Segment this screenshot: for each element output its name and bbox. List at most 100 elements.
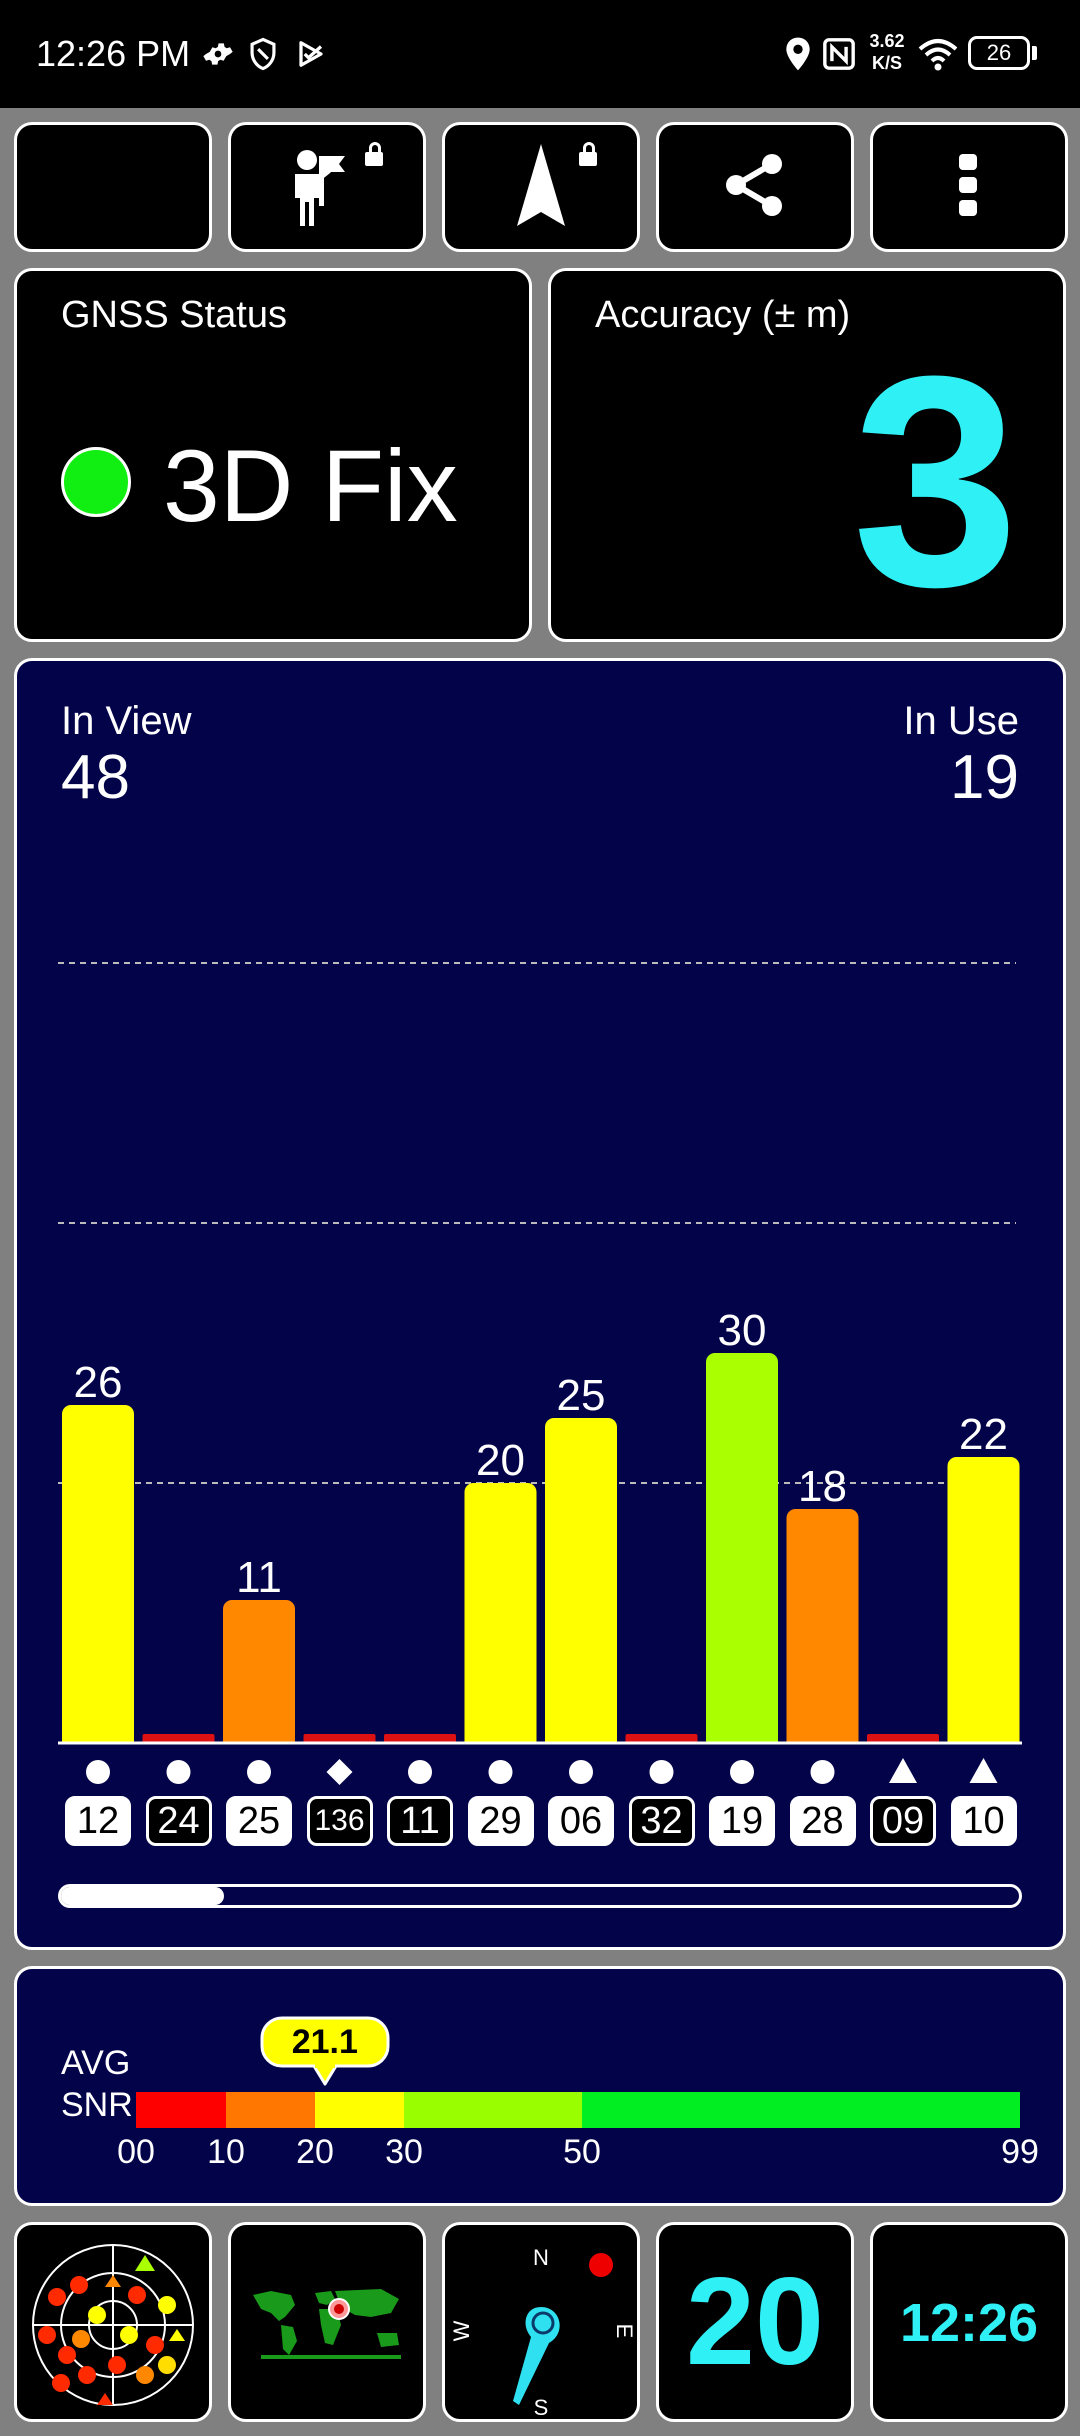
bar-12 bbox=[62, 1405, 134, 1743]
chart-scroll-thumb[interactable] bbox=[61, 1887, 224, 1905]
triangle-icon-09 bbox=[889, 1758, 917, 1783]
gps-circle-icon-11 bbox=[408, 1760, 432, 1784]
sky-plot-button[interactable] bbox=[14, 2222, 212, 2422]
snr-segment-4 bbox=[582, 2092, 1020, 2128]
battery-icon: 26 bbox=[968, 36, 1030, 70]
snr-segment-3 bbox=[404, 2092, 582, 2128]
gnss-status-card[interactable]: GNSS Status 3D Fix bbox=[14, 268, 532, 642]
snr-tick-50: 50 bbox=[563, 2133, 601, 2171]
snr-tick-00: 00 bbox=[117, 2133, 155, 2171]
gps-circle-icon-29 bbox=[488, 1760, 513, 1784]
accuracy-value: 3 bbox=[852, 313, 1019, 642]
navigation-button[interactable] bbox=[442, 122, 640, 252]
survey-person-icon bbox=[267, 140, 387, 235]
satellite-id-11[interactable]: 11 bbox=[387, 1796, 453, 1846]
compass-north: N bbox=[533, 2245, 549, 2270]
satellite-id-12[interactable]: 12 bbox=[65, 1796, 131, 1846]
avg-snr-label-line1: AVG bbox=[61, 2044, 131, 2082]
avg-snr-pointer bbox=[260, 2016, 390, 2086]
in-use-label: In Use bbox=[903, 699, 1019, 743]
chart-scrollbar[interactable] bbox=[58, 1884, 1022, 1908]
accuracy-title: Accuracy (± m) bbox=[595, 294, 851, 336]
share-button[interactable] bbox=[656, 122, 854, 252]
clock-button[interactable]: 12:26 bbox=[870, 2222, 1068, 2422]
triangle-icon-10 bbox=[969, 1758, 998, 1783]
snr-segment-1 bbox=[226, 2092, 315, 2128]
gnss-status-title: GNSS Status bbox=[61, 294, 287, 336]
bar-base-28 bbox=[786, 1733, 859, 1743]
play-protect-icon bbox=[296, 32, 326, 76]
satellite-id-25[interactable]: 25 bbox=[226, 1796, 292, 1846]
more-options-button[interactable] bbox=[870, 122, 1068, 252]
world-map-button[interactable] bbox=[228, 2222, 426, 2422]
in-view-label: In View bbox=[61, 699, 192, 743]
gps-circle-icon-25 bbox=[247, 1760, 271, 1784]
satellite-id-09[interactable]: 09 bbox=[870, 1796, 936, 1846]
bar-base-10 bbox=[947, 1733, 1020, 1743]
bar-25 bbox=[223, 1600, 295, 1743]
avg-snr-badge: 21.1 bbox=[260, 2016, 390, 2086]
satellite-id-32[interactable]: 32 bbox=[628, 1796, 695, 1846]
snr-segment-0 bbox=[136, 2092, 226, 2128]
avg-snr-card[interactable]: AVG SNR bbox=[14, 1966, 1066, 2206]
navigation-arrow-icon bbox=[481, 140, 601, 235]
bar-base-29 bbox=[464, 1733, 537, 1743]
compass-icon: N S E W bbox=[449, 2245, 637, 2419]
bar-28 bbox=[786, 1509, 859, 1743]
status-bar: 12:26 PM 3.62 K/S 26 bbox=[0, 0, 1080, 108]
satellite-id-28[interactable]: 28 bbox=[789, 1796, 856, 1846]
in-use-count: 19 bbox=[950, 743, 1019, 812]
avg-snr-label-line2: SNR bbox=[61, 2086, 133, 2124]
bar-24 bbox=[142, 1734, 215, 1743]
satellites-used-value: 20 bbox=[686, 2253, 824, 2391]
snr-tick-30: 30 bbox=[385, 2133, 423, 2171]
fix-status-indicator bbox=[61, 447, 131, 517]
satellite-id-10[interactable]: 10 bbox=[950, 1796, 1017, 1846]
fix-status-value: 3D Fix bbox=[163, 429, 458, 543]
network-speed-value: 3.62 bbox=[869, 31, 905, 51]
compass-west: W bbox=[449, 2320, 474, 2341]
shield-icon bbox=[248, 32, 278, 76]
gps-circle-icon-24 bbox=[166, 1760, 191, 1784]
bar-136 bbox=[303, 1734, 376, 1743]
sky-plot-icon bbox=[32, 2244, 194, 2406]
diamond-icon-136 bbox=[326, 1759, 353, 1785]
satellite-id-24[interactable]: 24 bbox=[145, 1796, 212, 1846]
nfc-icon bbox=[822, 32, 856, 76]
chart-bars: 26 11 20 25 30 18 22 bbox=[62, 1306, 1020, 1743]
satellite-id-29[interactable]: 29 bbox=[467, 1796, 534, 1846]
network-speed: 3.62 K/S bbox=[862, 30, 912, 74]
bar-value-label-29: 20 bbox=[476, 1436, 525, 1485]
satellite-id-19[interactable]: 19 bbox=[709, 1796, 775, 1846]
battery-tip bbox=[1032, 46, 1037, 60]
gps-circle-icon-32 bbox=[649, 1760, 674, 1784]
bar-value-label-10: 22 bbox=[959, 1410, 1008, 1459]
bar-09 bbox=[867, 1734, 939, 1743]
satellite-id-06[interactable]: 06 bbox=[548, 1796, 614, 1846]
survey-mode-button[interactable] bbox=[228, 122, 426, 252]
bar-32 bbox=[625, 1734, 698, 1743]
snr-tick-10: 10 bbox=[207, 2133, 245, 2171]
bar-value-label-19: 30 bbox=[718, 1306, 767, 1355]
bar-value-label-25: 11 bbox=[236, 1553, 282, 1602]
network-speed-unit: K/S bbox=[871, 53, 902, 73]
snr-tick-20: 20 bbox=[296, 2133, 334, 2171]
in-view-count: 48 bbox=[61, 743, 130, 812]
night-mode-button[interactable] bbox=[14, 122, 212, 252]
compass-button[interactable]: N S E W bbox=[442, 2222, 640, 2422]
bar-base-12 bbox=[62, 1733, 134, 1743]
gps-circle-icon-28 bbox=[810, 1760, 835, 1784]
bar-value-label-28: 18 bbox=[798, 1462, 847, 1511]
bar-19 bbox=[706, 1353, 778, 1743]
world-map-icon bbox=[249, 2289, 405, 2359]
snr-bar-chart: 26 11 20 25 30 18 22 bbox=[58, 962, 1022, 1785]
bar-10 bbox=[947, 1457, 1020, 1743]
accuracy-card[interactable]: Accuracy (± m) 3 bbox=[548, 268, 1066, 642]
bar-06 bbox=[545, 1418, 617, 1743]
share-icon bbox=[722, 152, 788, 223]
avg-snr-value: 21.1 bbox=[291, 2023, 358, 2061]
satellite-id-136[interactable]: 136 bbox=[306, 1796, 373, 1846]
bar-base-19 bbox=[706, 1733, 778, 1743]
satellites-used-button[interactable]: 20 bbox=[656, 2222, 854, 2422]
constellation-symbols bbox=[86, 1758, 998, 1785]
